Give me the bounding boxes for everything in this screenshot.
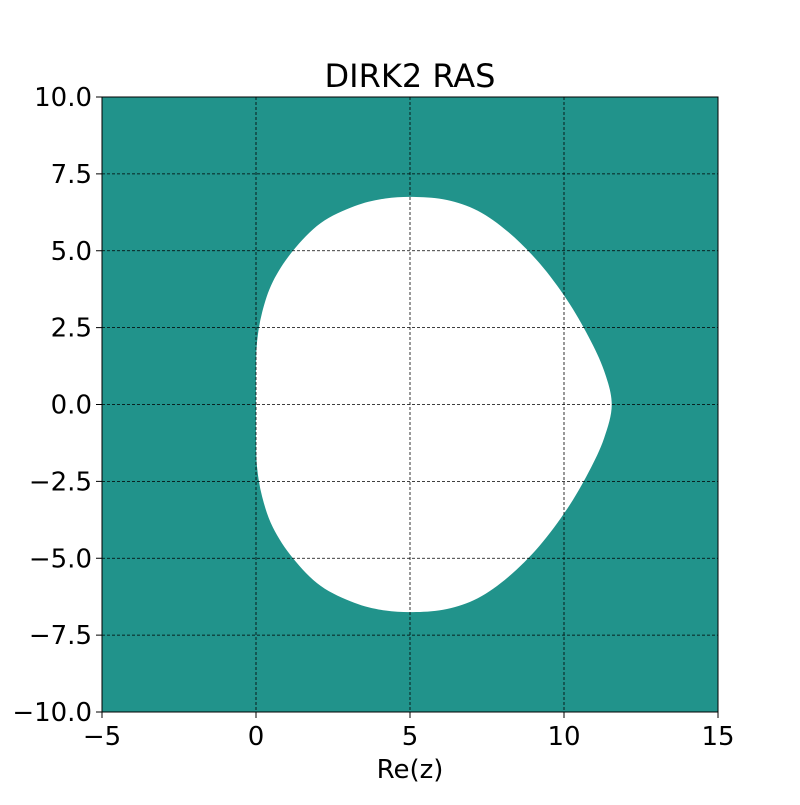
y-tick-label-1: −7.5 — [29, 621, 92, 651]
x-tick-label-4: 15 — [701, 722, 734, 752]
y-tick-label-4: 0.0 — [51, 391, 92, 421]
y-tick-label-5: 2.5 — [51, 314, 92, 344]
axis-ticks: −5 0 5 10 15 −10.0 −7.5 −5.0 −2.5 0.0 2.5 5.0 7.5 10.… — [12, 83, 734, 752]
y-tick-label-7: 7.5 — [51, 160, 92, 190]
y-tick-label-8: 10.0 — [34, 83, 92, 113]
y-tick-label-0: −10.0 — [12, 698, 92, 728]
y-tick-label-6: 5.0 — [51, 237, 92, 267]
y-tick-label-2: −5.0 — [29, 544, 92, 574]
chart-title: DIRK2 RAS — [325, 57, 496, 95]
plot-area — [101, 96, 719, 713]
x-tick-label-1: 0 — [248, 722, 265, 752]
x-tick-label-3: 10 — [547, 722, 580, 752]
x-tick-label-0: −5 — [83, 722, 121, 752]
x-tick-label-2: 5 — [402, 722, 419, 752]
y-tick-label-3: −2.5 — [29, 467, 92, 497]
x-axis-label: Re(z) — [377, 755, 444, 785]
